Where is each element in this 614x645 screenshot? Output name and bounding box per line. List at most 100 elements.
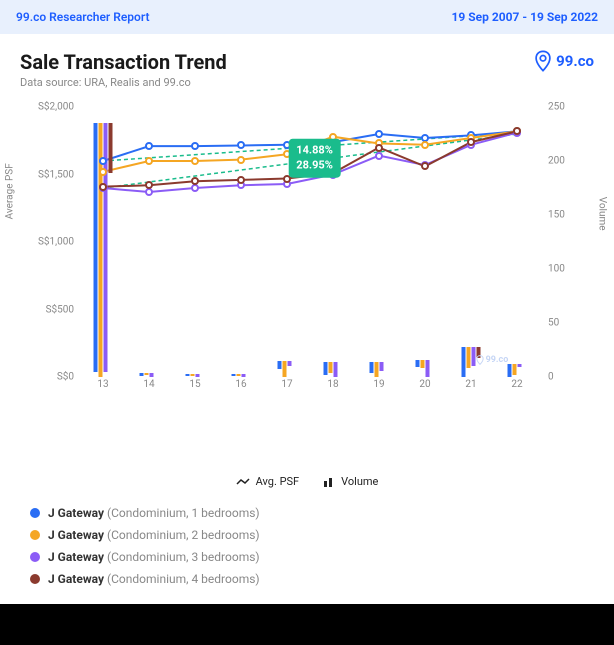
psf-marker [421,141,429,149]
footer [0,604,614,645]
x-axis: 13 14 15 16 17 18 19 20 21 22 [80,379,540,399]
psf-marker [191,157,199,165]
volume-bar [196,374,200,377]
legend-item: J Gateway (Condominium, 1 bedrooms) [30,506,594,520]
bar-group [324,362,343,377]
psf-marker [421,162,429,170]
volume-bar [416,360,420,368]
y-tick-right: 150 [548,210,565,221]
x-tick: 18 [327,379,338,390]
psf-marker [237,141,245,149]
volume-bar [237,374,241,376]
volume-bar [375,362,379,377]
bar-group [416,360,435,377]
legend-swatch [30,552,40,562]
psf-marker [375,130,383,138]
volume-bar [329,362,333,373]
y-tick-right: 250 [548,102,565,113]
y-tick-right: 100 [548,264,565,275]
date-range: 19 Sep 2007 - 19 Sep 2022 [452,10,598,24]
psf-marker [99,157,107,165]
psf-marker [191,177,199,185]
psf-marker [375,144,383,152]
y-tick-right: 50 [548,318,559,329]
psf-marker [237,156,245,164]
legend-swatch [30,574,40,584]
bar-group [232,374,251,377]
legend-meta-item: Volume [323,475,378,488]
y-label-right: Volume [597,197,608,231]
psf-marker [467,138,475,146]
content: Sale Transaction Trend Data source: URA,… [0,34,614,604]
legend-item: J Gateway (Condominium, 4 bedrooms) [30,572,594,586]
x-tick: 16 [235,379,246,390]
x-tick: 14 [143,379,154,390]
volume-bar [109,123,113,173]
top-bar: 99.co Researcher Report 19 Sep 2007 - 19… [0,0,614,34]
chart-tooltip: 14.88%28.95% [288,139,341,178]
legend-item: J Gateway (Condominium, 3 bedrooms) [30,550,594,564]
volume-bar [191,374,195,376]
subtitle: Data source: URA, Realis and 99.co [20,76,227,89]
legend-swatch [30,508,40,518]
volume-bar [467,347,471,369]
y-tick-right: 0 [548,372,554,383]
legend-meta: Avg. PSF Volume [20,475,594,488]
report-label: 99.co Researcher Report [16,10,150,24]
volume-bar [518,364,522,367]
x-tick: 15 [189,379,200,390]
volume-bar [508,364,512,377]
x-tick: 13 [97,379,108,390]
psf-marker [191,142,199,150]
psf-marker [99,168,107,176]
y-label-left: Average PSF [5,163,16,219]
psf-marker [513,127,521,135]
volume-bar [242,374,246,377]
volume-bar [324,362,328,375]
legend-series: J Gateway (Condominium, 1 bedrooms) J Gat… [20,506,594,586]
y-tick-right: 200 [548,156,565,167]
volume-bar [421,360,425,369]
bar-group [508,364,527,377]
x-tick: 22 [511,379,522,390]
volume-bar [334,362,338,377]
chart-watermark: 99.co [476,355,509,365]
x-tick: 20 [419,379,430,390]
bar-group [278,361,297,377]
volume-bar [370,362,374,373]
volume-bar [140,373,144,376]
chart: Average PSF S$0S$500S$1,000S$1,500S$2,00… [20,97,594,437]
volume-bar [380,362,384,371]
volume-bar [150,373,154,377]
psf-marker [145,142,153,150]
psf-marker [99,183,107,191]
volume-bar [283,361,287,377]
brand-text: 99.co [556,52,594,70]
y-tick-left: S$1,500 [38,169,74,180]
volume-bar [186,374,190,376]
volume-bar [232,374,236,376]
volume-bar [94,123,98,371]
x-tick: 21 [465,379,476,390]
brand-logo: 99.co [534,50,594,72]
y-tick-left: S$500 [46,304,74,315]
volume-bar [513,364,517,375]
legend-meta-item: Avg. PSF [236,475,300,488]
y-axis-left: Average PSF S$0S$500S$1,000S$1,500S$2,00… [20,107,78,377]
bar-group [140,373,159,377]
bar-group [186,374,205,377]
y-tick-left: S$2,000 [38,102,74,113]
legend-swatch [30,530,40,540]
x-tick: 19 [373,379,384,390]
psf-marker [237,176,245,184]
y-axis-right: Volume 050100150200250 [544,107,594,377]
volume-bar [462,347,466,377]
psf-marker [375,152,383,160]
volume-bar [426,360,430,377]
volume-bar [278,361,282,370]
plot-area: 14.88%28.95% 99.co [80,107,540,377]
x-tick: 17 [281,379,292,390]
bar-group [370,362,389,377]
volume-bar [288,361,292,366]
header-row: Sale Transaction Trend Data source: URA,… [20,50,594,89]
